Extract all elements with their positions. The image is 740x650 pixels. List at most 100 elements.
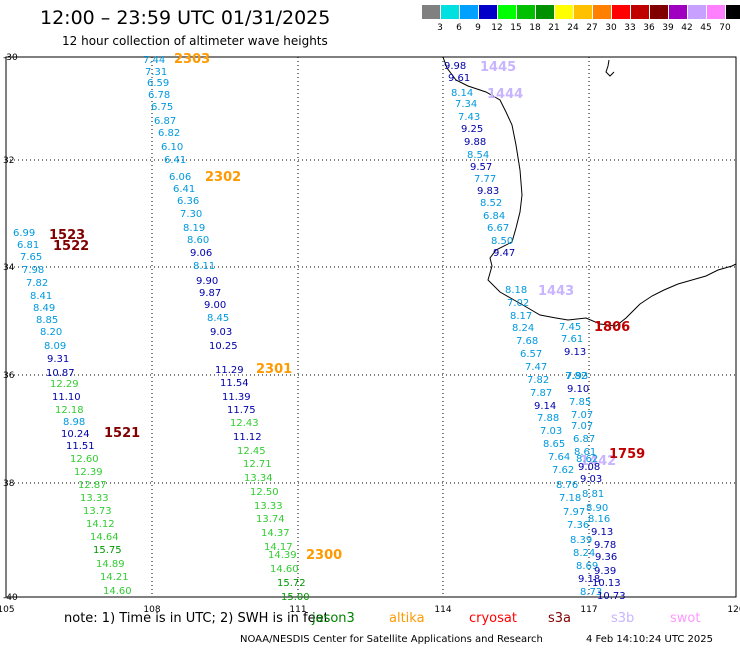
pass-label: 1522: [53, 239, 89, 254]
colorbar-label: 6: [456, 23, 462, 33]
track-value: 15.75: [93, 545, 122, 556]
track-value: 8.09: [44, 341, 66, 352]
track-value: 8.60: [187, 235, 209, 246]
track-value: 6.67: [487, 223, 509, 234]
track-value: 8.45: [207, 313, 229, 324]
track-value: 8.19: [183, 223, 205, 234]
track-value: 7.31: [145, 67, 167, 78]
track-value: 8.20: [40, 327, 62, 338]
track-value: 8.76: [556, 480, 578, 491]
track-value: 8.90: [586, 503, 608, 514]
page-title: 12:00 – 23:59 UTC 01/31/2025: [40, 7, 331, 29]
track-value: 12.50: [250, 487, 279, 498]
track-value: 6.10: [161, 142, 183, 153]
track-value: 12.43: [230, 418, 259, 429]
track-value: 7.68: [516, 336, 538, 347]
colorbar-label: 33: [624, 23, 636, 33]
track-value: 7.43: [458, 112, 480, 123]
colorbar-label: 70: [719, 23, 731, 33]
colorbar-swatch: [593, 5, 612, 19]
colorbar-swatch: [536, 5, 555, 19]
coastline: [442, 56, 737, 327]
pass-label: 1523: [49, 228, 85, 243]
track-value: 9.18: [578, 574, 600, 585]
mission-altika: altika: [389, 611, 425, 626]
lat-label: -30: [3, 53, 18, 63]
colorbar-label: 27: [586, 23, 598, 33]
track-value: 12.60: [70, 454, 99, 465]
lon-label: 114: [434, 605, 451, 615]
mission-cryosat: cryosat: [469, 611, 517, 626]
track-value: 7.82: [565, 371, 587, 382]
lon-label: 117: [580, 605, 597, 615]
map-frame: [5, 56, 737, 598]
track-value: 10.24: [61, 429, 90, 440]
pass-label: 1445: [480, 60, 516, 75]
colorbar-label: 21: [548, 23, 560, 33]
track-value: 7.82: [527, 375, 549, 386]
track-value: 9.08: [578, 462, 600, 473]
colorbar-label: 15: [510, 23, 522, 33]
track-value: 8.85: [36, 315, 58, 326]
track-value: 13.33: [254, 501, 283, 512]
colorbar-swatch: [631, 5, 650, 19]
lon-label: 120: [727, 605, 740, 615]
track-value: 8.41: [30, 291, 52, 302]
pass-label: 2300: [306, 548, 342, 563]
track-value: 11.75: [227, 405, 256, 416]
track-value: 9.03: [210, 327, 232, 338]
track-value: 8.65: [543, 439, 565, 450]
colorbar-label: 24: [567, 23, 579, 33]
colorbar-label: 9: [475, 23, 481, 33]
page-subtitle: 12 hour collection of altimeter wave hei…: [62, 34, 328, 48]
track-value: 9.06: [190, 248, 212, 259]
track-value: 8.14: [451, 88, 473, 99]
lon-label: 111: [289, 605, 306, 615]
track-value: 12.71: [243, 459, 272, 470]
track-value: 6.78: [148, 90, 170, 101]
track-value: 7.34: [455, 99, 477, 110]
colorbar-swatch: [517, 5, 536, 19]
track-value: 11.10: [52, 392, 81, 403]
track-value: 7.07: [571, 410, 593, 421]
colorbar-swatch: [574, 5, 593, 19]
track-value: 7.98: [22, 265, 44, 276]
track-value: 9.36: [595, 552, 617, 563]
pass-label: 1444: [487, 87, 523, 102]
track-value: 9.31: [47, 354, 69, 365]
track-value: 7.62: [552, 465, 574, 476]
track-value: 9.25: [461, 124, 483, 135]
track-value: 14.64: [90, 532, 119, 543]
track-value: 14.60: [270, 564, 299, 575]
track-value: 9.88: [464, 137, 486, 148]
track-value: 6.87: [154, 116, 176, 127]
track-value: 11.54: [220, 378, 249, 389]
track-value: 14.12: [86, 519, 115, 530]
track-value: 6.87: [573, 434, 595, 445]
track-value: 10.13: [592, 578, 621, 589]
track-value: 13.73: [83, 506, 112, 517]
colorbar-swatch: [707, 5, 726, 19]
track-value: 8.18: [505, 285, 527, 296]
track-value: 11.51: [66, 441, 95, 452]
colorbar-label: 30: [605, 23, 617, 33]
track-value: 9.00: [204, 300, 226, 311]
track-value: 7.02: [507, 298, 529, 309]
pass-label: 2301: [256, 362, 292, 377]
track-value: 6.36: [177, 196, 199, 207]
track-value: 9.61: [448, 73, 470, 84]
track-value: 9.98: [444, 61, 466, 72]
colorbar-swatch: [441, 5, 460, 19]
lat-label: 38: [3, 479, 15, 489]
track-value: 7.82: [26, 278, 48, 289]
mission-s3a: s3a: [548, 611, 572, 626]
track-value: 7.47: [525, 362, 547, 373]
track-value: 12.29: [50, 379, 79, 390]
track-value: 6.41: [164, 155, 186, 166]
mission-swot: swot: [670, 611, 701, 626]
track-value: 12.39: [74, 467, 103, 478]
track-value: 11.29: [215, 365, 244, 376]
track-value: 6.84: [483, 211, 505, 222]
colorbar-swatch: [555, 5, 574, 19]
